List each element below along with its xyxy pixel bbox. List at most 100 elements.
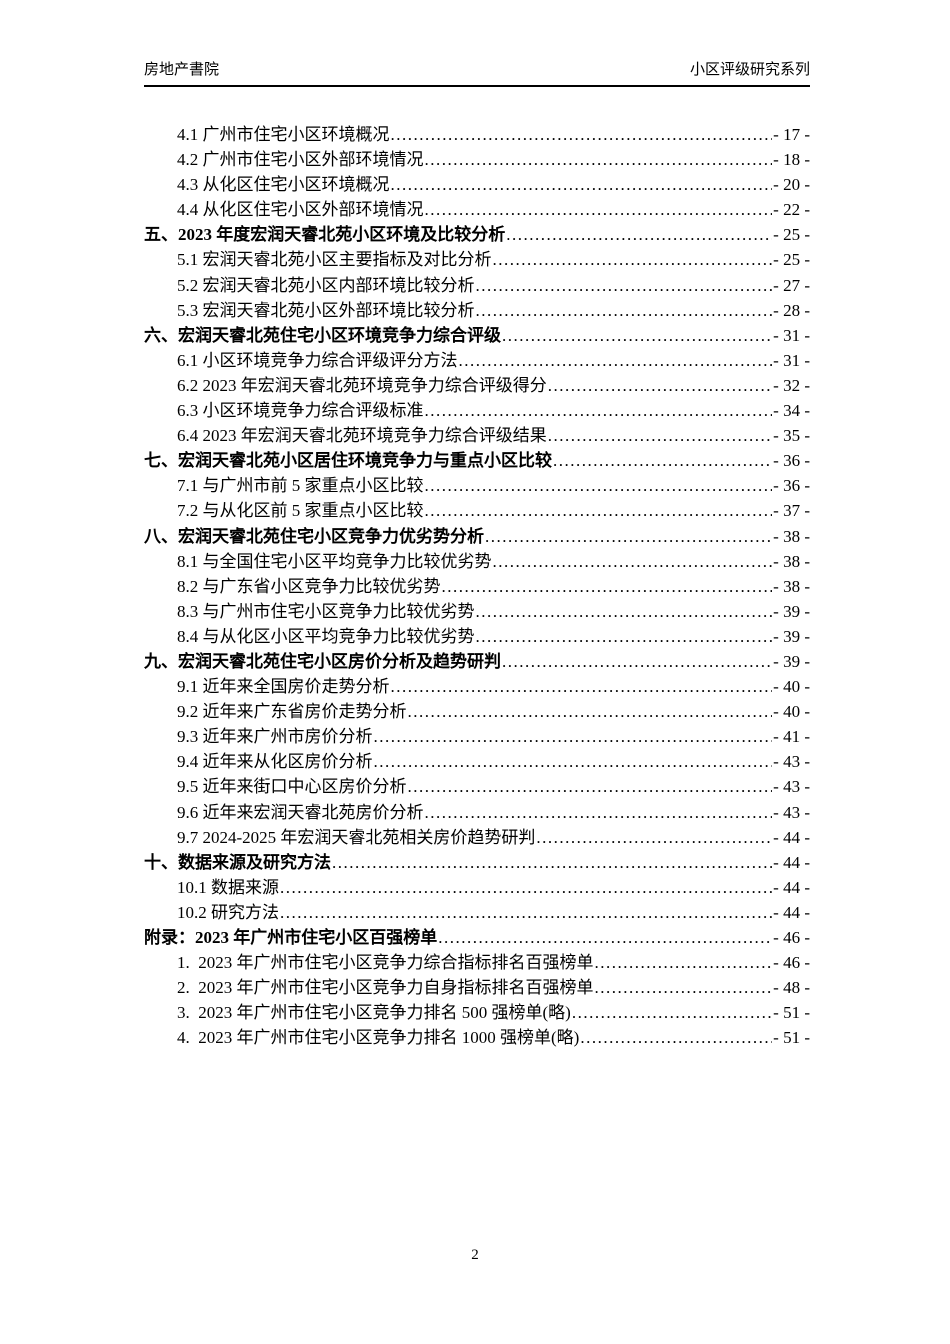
toc-entry[interactable]: 8.4 与从化区小区平均竞争力比较优劣势 - 39 -: [144, 624, 810, 649]
dot-leader: [502, 323, 772, 348]
toc-entry[interactable]: 1. 2023 年广州市住宅小区竞争力综合指标排名百强榜单 - 46 -: [144, 950, 810, 975]
toc-entry[interactable]: 9.1 近年来全国房价走势分析 - 40 -: [144, 674, 810, 699]
toc-entry-title: 10.2 研究方法: [177, 902, 279, 922]
toc-entry-title: 九、宏润天睿北苑住宅小区房价分析及趋势研判: [144, 651, 501, 671]
toc-entry-page: - 27 -: [773, 275, 810, 295]
toc-entry[interactable]: 6.1 小区环境竞争力综合评级评分方法 - 31 -: [144, 348, 810, 373]
toc-entry[interactable]: 2. 2023 年广州市住宅小区竞争力自身指标排名百强榜单 - 48 -: [144, 975, 810, 1000]
dot-leader: [502, 649, 772, 674]
toc-entry-title: 4.4 从化区住宅小区外部环境情况: [177, 200, 424, 220]
toc-entry-page: - 44 -: [773, 827, 810, 847]
toc-entry-page: - 36 -: [773, 451, 810, 471]
dot-leader: [459, 348, 773, 373]
dot-leader: [425, 800, 773, 825]
toc-entry-title: 8.4 与从化区小区平均竞争力比较优劣势: [177, 626, 475, 646]
table-of-contents: 4.1 广州市住宅小区环境概况 - 17 - 4.2 广州市住宅小区外部环境情况…: [144, 122, 810, 1050]
toc-entry-title: 6.4 2023 年宏润天睿北苑环境竞争力综合评级结果: [177, 426, 547, 446]
toc-entry[interactable]: 5.3 宏润天睿北苑小区外部环境比较分析 - 28 -: [144, 298, 810, 323]
toc-entry-page: - 38 -: [773, 551, 810, 571]
toc-entry-title: 4.1 广州市住宅小区环境概况: [177, 125, 390, 144]
dot-leader: [476, 273, 773, 298]
toc-entry-page: - 51 -: [773, 1028, 810, 1048]
toc-entry[interactable]: 9.2 近年来广东省房价走势分析 - 40 -: [144, 699, 810, 724]
dot-leader: [408, 699, 773, 724]
toc-entry[interactable]: 5.2 宏润天睿北苑小区内部环境比较分析 - 27 -: [144, 273, 810, 298]
toc-entry[interactable]: 6.2 2023 年宏润天睿北苑环境竞争力综合评级得分 - 32 -: [144, 373, 810, 398]
toc-entry-title: 1. 2023 年广州市住宅小区竞争力综合指标排名百强榜单: [177, 953, 594, 973]
toc-entry[interactable]: 7.2 与从化区前 5 家重点小区比较 - 37 -: [144, 498, 810, 523]
toc-entry[interactable]: 9.5 近年来街口中心区房价分析 - 43 -: [144, 774, 810, 799]
dot-leader: [442, 574, 773, 599]
toc-entry[interactable]: 10.1 数据来源 - 44 -: [144, 875, 810, 900]
toc-entry-title: 七、宏润天睿北苑小区居住环境竞争力与重点小区比较: [144, 451, 552, 471]
toc-entry-title: 8.1 与全国住宅小区平均竞争力比较优劣势: [177, 551, 492, 571]
toc-entry[interactable]: 6.4 2023 年宏润天睿北苑环境竞争力综合评级结果 - 35 -: [144, 423, 810, 448]
toc-entry-page: - 46 -: [773, 928, 810, 947]
toc-entry-title: 10.1 数据来源: [177, 877, 279, 897]
page-number: 2: [471, 1247, 479, 1263]
toc-entry[interactable]: 4.4 从化区住宅小区外部环境情况 - 22 -: [144, 197, 810, 222]
dot-leader: [493, 247, 773, 272]
toc-entry[interactable]: 4. 2023 年广州市住宅小区竞争力排名 1000 强榜单(略) - 51 -: [144, 1025, 810, 1050]
toc-entry[interactable]: 7.1 与广州市前 5 家重点小区比较 - 36 -: [144, 473, 810, 498]
toc-entry[interactable]: 六、宏润天睿北苑住宅小区环境竞争力综合评级 - 31 -: [144, 323, 810, 348]
dot-leader: [580, 1025, 772, 1050]
dot-leader: [536, 825, 772, 850]
dot-leader: [553, 448, 772, 473]
toc-entry[interactable]: 10.2 研究方法 - 44 -: [144, 900, 810, 925]
toc-entry-title: 5.1 宏润天睿北苑小区主要指标及对比分析: [177, 250, 492, 270]
dot-leader: [595, 975, 773, 1000]
toc-entry[interactable]: 8.1 与全国住宅小区平均竞争力比较优劣势 - 38 -: [144, 549, 810, 574]
toc-entry[interactable]: 5.1 宏润天睿北苑小区主要指标及对比分析 - 25 -: [144, 247, 810, 272]
dot-leader: [425, 473, 773, 498]
toc-entry[interactable]: 3. 2023 年广州市住宅小区竞争力排名 500 强榜单(略) - 51 -: [144, 1000, 810, 1025]
toc-entry[interactable]: 八、宏润天睿北苑住宅小区竞争力优劣势分析 - 38 -: [144, 524, 810, 549]
dot-leader: [548, 423, 772, 448]
toc-entry[interactable]: 6.3 小区环境竞争力综合评级标准 - 34 -: [144, 398, 810, 423]
toc-entry-page: - 40 -: [773, 702, 810, 722]
toc-entry-page: - 43 -: [773, 777, 810, 797]
toc-entry[interactable]: 9.7 2024-2025 年宏润天睿北苑相关房价趋势研判 - 44 -: [144, 825, 810, 850]
toc-entry-page: - 46 -: [773, 953, 810, 973]
toc-entry-page: - 32 -: [773, 375, 810, 395]
toc-entry[interactable]: 9.6 近年来宏润天睿北苑房价分析 - 43 -: [144, 800, 810, 825]
toc-entry-title: 8.2 与广东省小区竞争力比较优劣势: [177, 576, 441, 596]
dot-leader: [572, 1000, 772, 1025]
toc-entry[interactable]: 附录：2023 年广州市住宅小区百强榜单 - 46 -: [144, 925, 810, 950]
dot-leader: [391, 172, 773, 197]
toc-entry[interactable]: 4.1 广州市住宅小区环境概况 - 17 -: [144, 122, 810, 147]
dot-leader: [425, 197, 773, 222]
toc-entry[interactable]: 五、2023 年度宏润天睿北苑小区环境及比较分析 - 25 -: [144, 222, 810, 247]
dot-leader: [408, 774, 773, 799]
toc-entry[interactable]: 9.3 近年来广州市房价分析 - 41 -: [144, 724, 810, 749]
toc-entry-page: - 44 -: [773, 877, 810, 897]
toc-entry[interactable]: 十、数据来源及研究方法 - 44 -: [144, 850, 810, 875]
toc-entry-page: - 34 -: [773, 401, 810, 421]
toc-entry[interactable]: 七、宏润天睿北苑小区居住环境竞争力与重点小区比较 - 36 -: [144, 448, 810, 473]
toc-entry[interactable]: 九、宏润天睿北苑住宅小区房价分析及趋势研判 - 39 -: [144, 649, 810, 674]
toc-entry-page: - 17 -: [773, 125, 810, 144]
dot-leader: [548, 373, 772, 398]
dot-leader: [493, 549, 773, 574]
header-left-text: 房地产書院: [144, 61, 220, 78]
toc-entry-title: 2. 2023 年广州市住宅小区竞争力自身指标排名百强榜单: [177, 978, 594, 998]
toc-entry[interactable]: 9.4 近年来从化区房价分析 - 43 -: [144, 749, 810, 774]
toc-entry[interactable]: 4.2 广州市住宅小区外部环境情况 - 18 -: [144, 147, 810, 172]
toc-entry-page: - 39 -: [773, 651, 810, 671]
dot-leader: [425, 398, 773, 423]
dot-leader: [476, 624, 773, 649]
dot-leader: [476, 599, 773, 624]
toc-entry[interactable]: 8.2 与广东省小区竞争力比较优劣势 - 38 -: [144, 574, 810, 599]
toc-entry-page: - 25 -: [773, 250, 810, 270]
toc-entry-title: 5.3 宏润天睿北苑小区外部环境比较分析: [177, 300, 475, 320]
toc-entry-page: - 51 -: [773, 1003, 810, 1023]
toc-entry-title: 9.3 近年来广州市房价分析: [177, 727, 373, 747]
toc-entry-title: 6.3 小区环境竞争力综合评级标准: [177, 401, 424, 421]
toc-entry-page: - 18 -: [773, 150, 810, 170]
toc-entry[interactable]: 8.3 与广州市住宅小区竞争力比较优劣势 - 39 -: [144, 599, 810, 624]
toc-entry[interactable]: 4.3 从化区住宅小区环境概况 - 20 -: [144, 172, 810, 197]
dot-leader: [476, 298, 773, 323]
header-right-text: 小区评级研究系列: [689, 61, 810, 78]
toc-entry-title: 7.1 与广州市前 5 家重点小区比较: [177, 476, 424, 496]
toc-entry-page: - 28 -: [773, 300, 810, 320]
